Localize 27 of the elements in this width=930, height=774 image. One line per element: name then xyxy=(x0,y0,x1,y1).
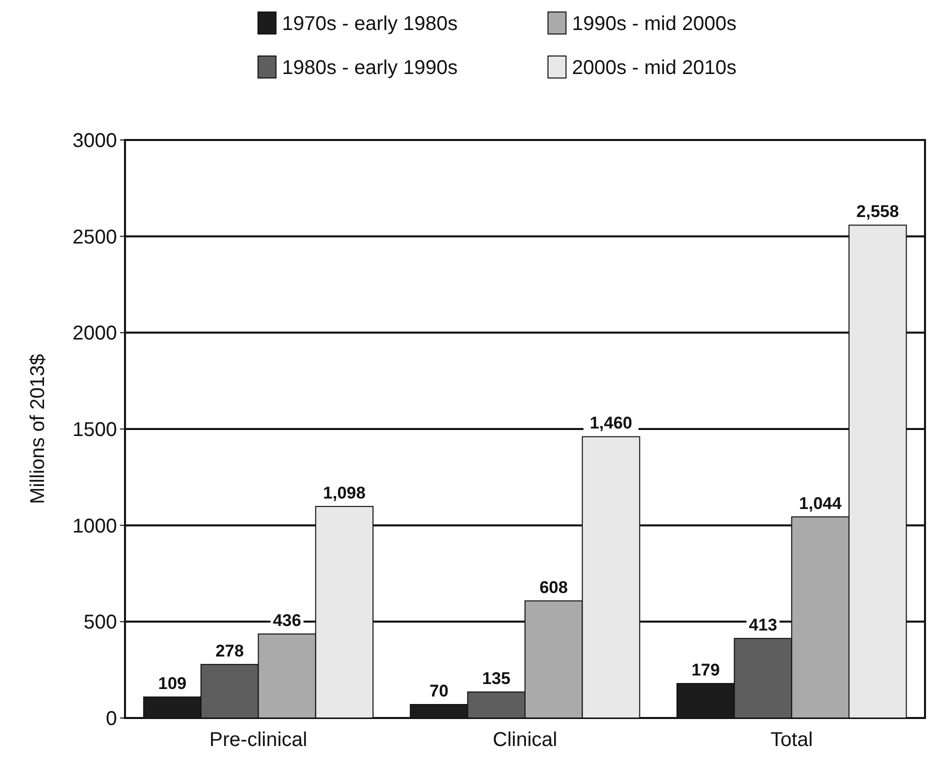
data-label: 179 xyxy=(691,660,720,680)
legend-label: 1990s - mid 2000s xyxy=(572,13,737,35)
y-axis-title: Millions of 2013$ xyxy=(27,354,49,504)
data-label: 1,460 xyxy=(590,414,632,433)
data-label: 436 xyxy=(272,610,302,630)
x-tick-label: Clinical xyxy=(492,729,558,751)
legend-label: 1980s - early 1990s xyxy=(282,57,458,79)
y-tick-label: 500 xyxy=(84,612,117,634)
legend-label: 2000s - mid 2010s xyxy=(572,57,737,79)
y-tick-label: 2500 xyxy=(72,226,117,248)
y-tick-label: 1000 xyxy=(72,515,117,538)
y-tick-label: 3000 xyxy=(72,130,117,152)
data-label: 278 xyxy=(215,641,244,660)
y-tick-label: 2000 xyxy=(72,322,117,345)
data-label: 2,558 xyxy=(856,202,899,222)
data-label: 109 xyxy=(158,674,187,693)
x-tick-label: Total xyxy=(770,729,813,751)
y-tick-label: 0 xyxy=(106,708,117,730)
x-tick-label: Pre-clinical xyxy=(209,729,308,751)
data-label: 1,098 xyxy=(323,483,366,502)
data-label: 70 xyxy=(430,682,448,701)
data-label: 135 xyxy=(482,668,511,688)
data-label: 413 xyxy=(748,615,778,634)
data-label: 608 xyxy=(539,578,568,597)
y-tick-label: 1500 xyxy=(72,419,117,441)
data-label: 1,044 xyxy=(799,494,842,513)
legend-label: 1970s - early 1980s xyxy=(282,13,458,35)
